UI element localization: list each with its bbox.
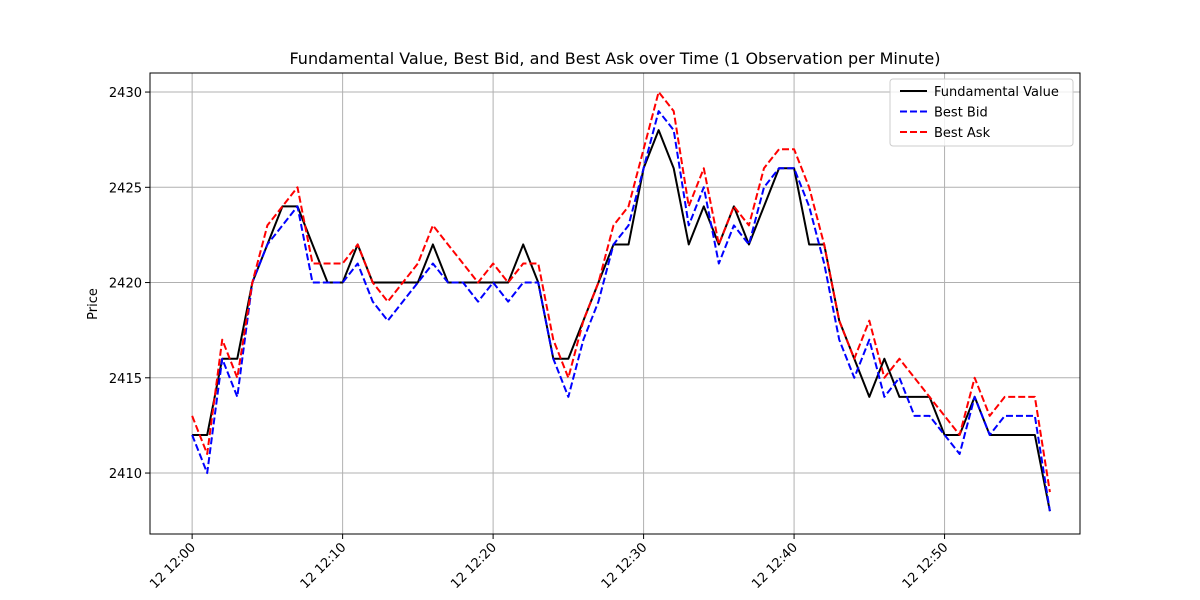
y-tick-label: 2430 (109, 86, 142, 101)
legend: Fundamental Value Best Bid Best Ask (889, 78, 1074, 147)
y-tick-label: 2425 (109, 181, 142, 196)
legend-label: Fundamental Value (934, 85, 1059, 100)
y-axis-label: Price (86, 288, 101, 320)
legend-label: Best Bid (934, 106, 988, 121)
y-axis-ticks: 2410 2415 2420 2425 2430 (109, 86, 150, 482)
series-line-2 (191, 91, 1051, 493)
series-lines (191, 91, 1051, 512)
series-line-1 (191, 110, 1051, 512)
plot-frame (149, 72, 1081, 535)
y-tick-label: 2420 (109, 277, 142, 292)
y-tick-label: 2415 (109, 372, 142, 387)
y-tick-label: 2410 (109, 467, 142, 482)
chart-title: Fundamental Value, Best Bid, and Best As… (289, 49, 940, 68)
legend-box (889, 78, 1074, 147)
legend-label: Best Ask (934, 126, 991, 141)
